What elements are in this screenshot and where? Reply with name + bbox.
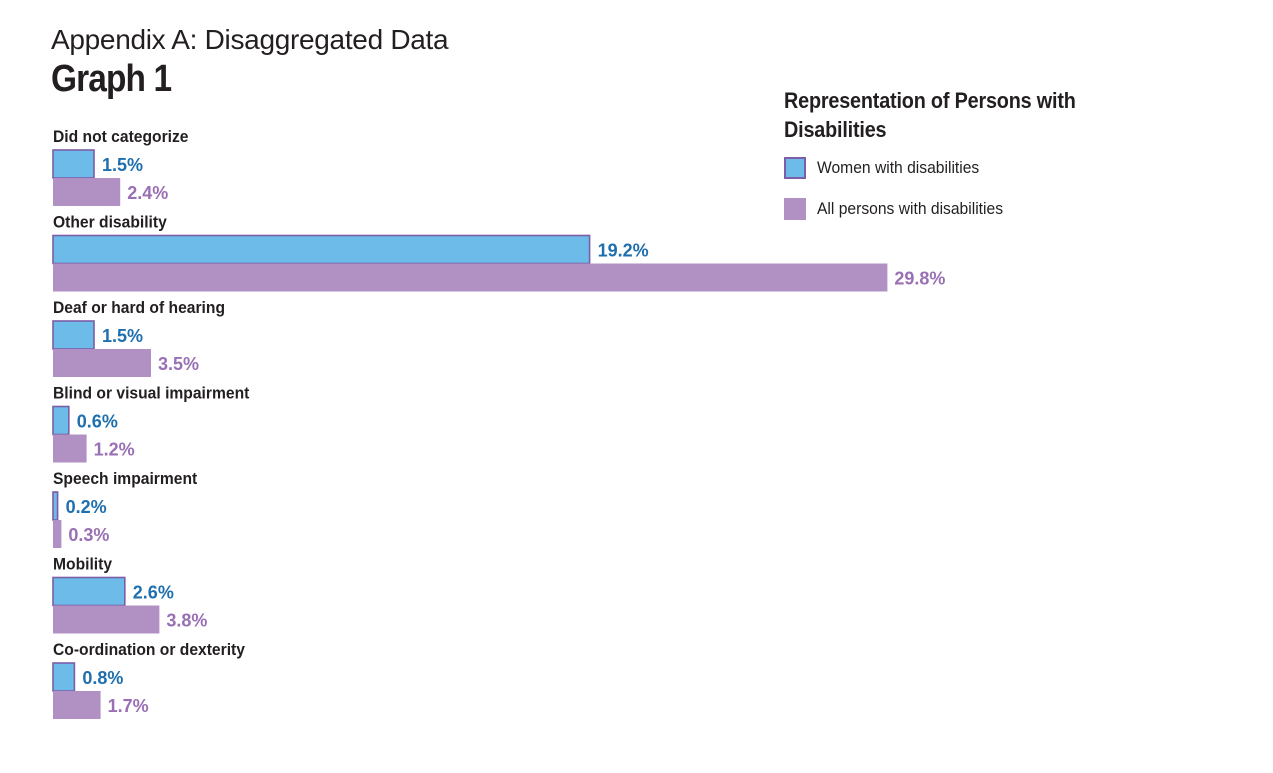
value-label-women-did-not-categorize: 1.5% — [102, 155, 143, 175]
value-label-women-co-ordination-or-dexterity: 0.8% — [82, 668, 123, 688]
bar-all-did-not-categorize — [53, 178, 121, 206]
bar-women-deaf-or-hard-of-hearing — [52, 320, 95, 350]
page-title: Appendix A: Disaggregated Data — [51, 24, 449, 55]
bar-all-mobility — [53, 605, 160, 634]
legend-item-all: All persons with disabilities — [784, 197, 1019, 221]
category-label-co-ordination-or-dexterity: Co-ordination or dexterity — [53, 640, 245, 659]
bar-all-co-ordination-or-dexterity — [53, 691, 101, 719]
value-label-all-mobility: 3.8% — [166, 611, 207, 631]
legend-title: Representation of Persons with Disabilit… — [784, 88, 1076, 142]
category-label-mobility: Mobility — [53, 555, 112, 574]
value-label-women-mobility: 2.6% — [133, 583, 174, 603]
value-label-all-speech-impairment: 0.3% — [68, 525, 109, 545]
legend: Representation of Persons with Disabilit… — [784, 86, 1204, 220]
legend-swatch-all — [784, 198, 806, 220]
bar-women-speech-impairment — [52, 491, 59, 521]
value-label-women-deaf-or-hard-of-hearing: 1.5% — [102, 326, 143, 346]
category-label-blind-or-visual-impairment: Blind or visual impairment — [53, 384, 250, 403]
category-label-speech-impairment: Speech impairment — [53, 469, 198, 488]
bar-women-did-not-categorize — [52, 149, 95, 179]
value-label-all-co-ordination-or-dexterity: 1.7% — [108, 696, 149, 716]
bar-women-co-ordination-or-dexterity — [52, 662, 76, 692]
legend-item-women: Women with disabilities — [784, 156, 993, 180]
bar-women-mobility — [52, 576, 126, 607]
value-label-all-deaf-or-hard-of-hearing: 3.5% — [158, 354, 199, 374]
value-label-all-did-not-categorize: 2.4% — [127, 183, 168, 203]
value-label-women-speech-impairment: 0.2% — [66, 497, 107, 517]
legend-label-all: All persons with disabilities — [817, 199, 1004, 218]
bar-all-blind-or-visual-impairment — [53, 434, 87, 463]
legend-label-women: Women with disabilities — [817, 158, 980, 177]
category-label-deaf-or-hard-of-hearing: Deaf or hard of hearing — [53, 298, 225, 317]
bar-all-other-disability — [53, 263, 888, 292]
value-label-women-blind-or-visual-impairment: 0.6% — [77, 412, 118, 432]
graph-title: Graph 1 — [51, 58, 172, 100]
legend-swatch-women — [784, 157, 806, 179]
bar-all-deaf-or-hard-of-hearing — [53, 349, 151, 377]
bar-women-blind-or-visual-impairment — [52, 405, 70, 436]
category-label-did-not-categorize: Did not categorize — [53, 127, 189, 146]
bar-all-speech-impairment — [53, 520, 62, 548]
value-label-women-other-disability: 19.2% — [598, 241, 649, 261]
category-label-other-disability: Other disability — [53, 213, 167, 232]
value-label-all-other-disability: 29.8% — [894, 269, 945, 289]
value-label-all-blind-or-visual-impairment: 1.2% — [94, 440, 135, 460]
bar-women-other-disability — [52, 234, 591, 265]
